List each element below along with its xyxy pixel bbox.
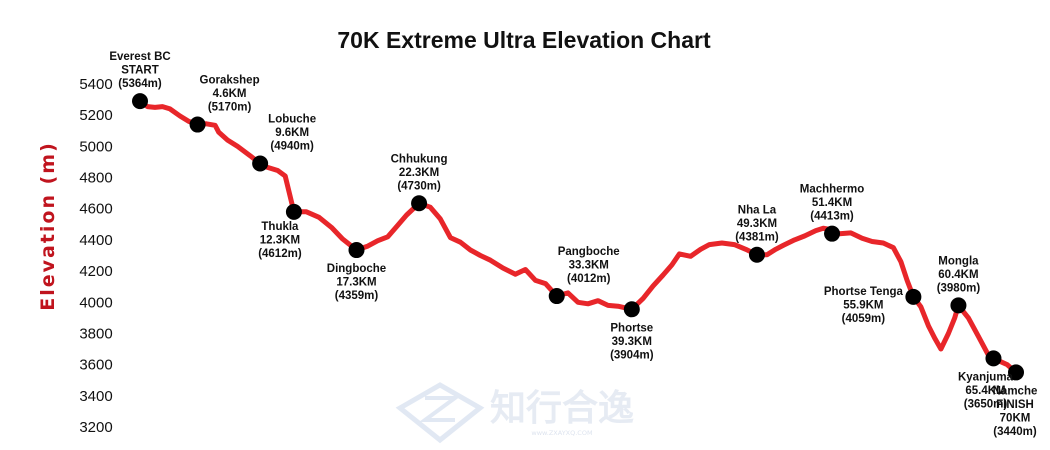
station-label: Thukla 12.3KM (4612m): [258, 221, 302, 260]
station-marker: [950, 297, 967, 314]
station-label: Chhukung 22.3KM (4730m): [391, 153, 448, 192]
station-marker: [189, 116, 206, 133]
y-tick-label: 5000: [79, 138, 112, 155]
station-marker: [905, 288, 922, 305]
station-label-line: 4.6KM: [213, 88, 247, 100]
station-label-line: (3904m): [610, 349, 654, 361]
station-label-line: 60.4KM: [938, 269, 978, 281]
station-label-line: (4730m): [397, 180, 441, 192]
station-label-line: Mongla: [938, 255, 979, 267]
station-label-line: Thukla: [261, 221, 299, 233]
station-label-line: 33.3KM: [569, 260, 609, 272]
elevation-profile-line: [137, 98, 1019, 375]
station-marker: [1008, 364, 1024, 381]
y-tick-label: 5400: [79, 76, 112, 93]
y-tick-label: 4400: [79, 232, 112, 249]
station-marker: [985, 350, 1002, 367]
y-tick-label: 5200: [79, 107, 112, 124]
y-tick-label: 4200: [79, 263, 112, 280]
station-label-line: (3980m): [937, 282, 981, 294]
station-label-line: 39.3KM: [612, 336, 652, 348]
station-label-line: 65.4KM: [965, 385, 1005, 397]
station-label-line: Chhukung: [391, 153, 448, 165]
station-label-line: (5170m): [208, 102, 252, 114]
station-marker: [252, 155, 269, 172]
station-label: Namche FINISH 70KM (3440m): [993, 385, 1038, 438]
station-markers: [132, 93, 1024, 381]
station-label: Machhermo 51.4KM (4413m): [800, 184, 865, 223]
station-label-line: Dingboche: [327, 263, 386, 275]
station-marker: [348, 242, 365, 259]
chart-title: 70K Extreme Ultra Elevation Chart: [337, 27, 711, 53]
station-label-line: (3440m): [993, 426, 1037, 438]
station-label: Nha La 49.3KM (4381m): [735, 205, 779, 244]
station-label-line: (3650m): [964, 398, 1008, 410]
station-label-line: Phortse: [610, 322, 653, 334]
station-label-line: Machhermo: [800, 184, 865, 196]
y-axis-label: Elevation (m): [37, 141, 59, 311]
station-label: Mongla 60.4KM (3980m): [937, 255, 981, 294]
y-tick-label: 4600: [79, 201, 112, 218]
station-label-line: Nha La: [738, 205, 777, 217]
watermark-url: www.ZXAYXQ.COM: [531, 429, 592, 437]
watermark-logo-icon: [395, 382, 485, 444]
station-label-line: 9.6KM: [275, 127, 309, 139]
station-label: Everest BC START (5364m): [109, 51, 170, 90]
station-label: Phortse Tenga 55.9KM (4059m): [824, 286, 904, 325]
station-marker: [285, 203, 302, 220]
station-label: Pangboche 33.3KM (4012m): [558, 246, 620, 285]
y-tick-label: 4800: [79, 170, 112, 187]
station-label: Kyanjuma 65.4KM (3650m): [958, 371, 1014, 410]
station-label-line: 55.9KM: [843, 299, 883, 311]
watermark-brand: 知行合逸: [490, 388, 634, 429]
station-marker: [623, 301, 640, 318]
station-label-line: (5364m): [118, 78, 162, 90]
station-label: Lobuche 9.6KM (4940m): [268, 114, 316, 153]
station-label-line: Everest BC: [109, 51, 170, 63]
station-label-line: 12.3KM: [260, 234, 300, 246]
station-label-line: (4381m): [735, 232, 779, 244]
station-label-line: (4059m): [842, 313, 886, 325]
station-label: Dingboche 17.3KM (4359m): [327, 263, 386, 302]
station-label-line: 17.3KM: [336, 277, 376, 289]
y-tick-label: 3800: [79, 325, 112, 342]
station-label-line: Gorakshep: [200, 75, 260, 87]
y-tick-label: 3600: [79, 357, 112, 374]
station-label-line: START: [121, 65, 158, 77]
station-label-line: 49.3KM: [737, 218, 777, 230]
station-label-line: 22.3KM: [399, 167, 439, 179]
watermark: 知行合逸 www.ZXAYXQ.COM: [395, 382, 634, 444]
station-label-line: (4612m): [258, 248, 302, 260]
station-label: Gorakshep 4.6KM (5170m): [200, 75, 260, 114]
station-label-line: Pangboche: [558, 246, 620, 258]
station-marker: [824, 225, 841, 242]
station-label-line: Phortse Tenga: [824, 286, 904, 298]
station-label-line: (4940m): [270, 141, 314, 153]
y-axis-ticks: 3200 3400 3600 3800 4000 4200 4400 4600 4800 5000…: [79, 76, 112, 436]
station-label-line: Kyanjuma: [958, 371, 1014, 383]
station-label-line: 70KM: [1000, 412, 1031, 424]
station-label-line: Lobuche: [268, 114, 316, 126]
station-label-line: (4012m): [567, 273, 611, 285]
y-tick-label: 3200: [79, 419, 112, 436]
station-marker: [411, 195, 428, 212]
station-label-line: Namche: [993, 385, 1038, 397]
station-label-line: FINISH: [996, 399, 1034, 411]
station-labels: Everest BC START (5364m) Gorakshep 4.6KM (517…: [109, 51, 1037, 438]
y-tick-label: 4000: [79, 294, 112, 311]
station-label-line: 51.4KM: [812, 197, 852, 209]
station-label-line: (4413m): [810, 211, 854, 223]
station-label: Phortse 39.3KM (3904m): [610, 322, 654, 361]
station-marker: [548, 288, 565, 305]
y-tick-label: 3400: [79, 388, 112, 405]
station-label-line: (4359m): [335, 290, 379, 302]
station-marker: [132, 93, 148, 110]
station-marker: [748, 246, 765, 263]
